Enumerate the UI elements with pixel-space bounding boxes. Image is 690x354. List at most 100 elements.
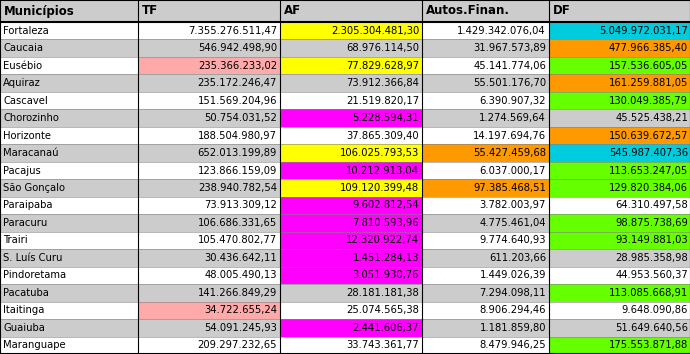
Bar [549, 232, 690, 249]
Text: 33.743.361,77: 33.743.361,77 [346, 340, 419, 350]
Text: 123.866.159,09: 123.866.159,09 [197, 166, 277, 176]
Bar [0, 92, 690, 109]
Text: 97.385.468,51: 97.385.468,51 [473, 183, 546, 193]
Text: 611.203,66: 611.203,66 [489, 253, 546, 263]
Text: 25.074.565,38: 25.074.565,38 [346, 305, 419, 315]
Bar [280, 267, 422, 284]
Bar [0, 109, 690, 127]
Text: 8.906.294,46: 8.906.294,46 [480, 305, 546, 315]
Text: 37.865.309,40: 37.865.309,40 [346, 131, 419, 141]
Text: 34.722.655,24: 34.722.655,24 [204, 305, 277, 315]
Bar [0, 179, 690, 197]
Bar [549, 0, 690, 22]
Text: 45.525.438,21: 45.525.438,21 [615, 113, 688, 123]
Text: 1.429.342.076,04: 1.429.342.076,04 [457, 26, 546, 36]
Text: 235.172.246,47: 235.172.246,47 [197, 78, 277, 88]
Bar [138, 0, 280, 22]
Text: Pacatuba: Pacatuba [3, 288, 49, 298]
Text: 106.686.331,65: 106.686.331,65 [198, 218, 277, 228]
Text: 28.985.358,98: 28.985.358,98 [615, 253, 688, 263]
Text: 9.648.090,86: 9.648.090,86 [622, 305, 688, 315]
Text: Pacajus: Pacajus [3, 166, 41, 176]
Text: 54.091.245,93: 54.091.245,93 [204, 323, 277, 333]
Text: 109.120.399,48: 109.120.399,48 [340, 183, 419, 193]
Text: 1.181.859,80: 1.181.859,80 [480, 323, 546, 333]
Bar [549, 144, 690, 162]
Bar [549, 127, 690, 144]
Text: 98.875.738,69: 98.875.738,69 [615, 218, 688, 228]
Bar [0, 249, 690, 267]
Bar [549, 40, 690, 57]
Bar [0, 40, 690, 57]
Text: Caucaia: Caucaia [3, 43, 43, 53]
Text: 55.427.459,68: 55.427.459,68 [473, 148, 546, 158]
Bar [280, 57, 422, 74]
Text: 8.479.946,25: 8.479.946,25 [480, 340, 546, 350]
Bar [549, 57, 690, 74]
Bar [0, 144, 690, 162]
Bar [422, 179, 549, 197]
Text: Fortaleza: Fortaleza [3, 26, 49, 36]
Bar [549, 22, 690, 40]
Bar [138, 302, 280, 319]
Text: Maracanaú: Maracanaú [3, 148, 59, 158]
Text: 113.653.247,05: 113.653.247,05 [609, 166, 688, 176]
Bar [280, 162, 422, 179]
Text: 10.212.913,04: 10.212.913,04 [346, 166, 419, 176]
Text: 150.639.672,57: 150.639.672,57 [609, 131, 688, 141]
Text: Maranguape: Maranguape [3, 340, 66, 350]
Text: 106.025.793,53: 106.025.793,53 [339, 148, 419, 158]
Text: 6.390.907,32: 6.390.907,32 [480, 96, 546, 105]
Bar [280, 144, 422, 162]
Bar [280, 232, 422, 249]
Text: 652.013.199,89: 652.013.199,89 [197, 148, 277, 158]
Bar [0, 162, 690, 179]
Text: 235.366.233,02: 235.366.233,02 [198, 61, 277, 71]
Text: 161.259.881,05: 161.259.881,05 [609, 78, 688, 88]
Bar [0, 232, 690, 249]
Text: 546.942.498,90: 546.942.498,90 [198, 43, 277, 53]
Text: 48.005.490,13: 48.005.490,13 [204, 270, 277, 280]
Bar [0, 74, 690, 92]
Text: 1.449.026,39: 1.449.026,39 [480, 270, 546, 280]
Text: Pindoretama: Pindoretama [3, 270, 66, 280]
Bar [422, 0, 549, 22]
Text: Guaiuba: Guaiuba [3, 323, 45, 333]
Text: Horizonte: Horizonte [3, 131, 51, 141]
Text: 7.294.098,11: 7.294.098,11 [480, 288, 546, 298]
Text: 2.305.304.481,30: 2.305.304.481,30 [331, 26, 419, 36]
Text: 209.297.232,65: 209.297.232,65 [197, 340, 277, 350]
Text: 21.519.820,17: 21.519.820,17 [346, 96, 419, 105]
Text: 9.774.640,93: 9.774.640,93 [480, 235, 546, 245]
Bar [549, 284, 690, 302]
Text: 77.829.628,97: 77.829.628,97 [346, 61, 419, 71]
Text: 545.987.407,36: 545.987.407,36 [609, 148, 688, 158]
Bar [549, 92, 690, 109]
Text: 5.049.972.031,17: 5.049.972.031,17 [599, 26, 688, 36]
Text: S. Luís Curu: S. Luís Curu [3, 253, 62, 263]
Text: 129.820.384,06: 129.820.384,06 [609, 183, 688, 193]
Text: 477.966.385,40: 477.966.385,40 [609, 43, 688, 53]
Text: 64.310.497,58: 64.310.497,58 [615, 200, 688, 211]
Text: 14.197.694,76: 14.197.694,76 [473, 131, 546, 141]
Bar [422, 144, 549, 162]
Text: Chorozinho: Chorozinho [3, 113, 59, 123]
Text: 30.436.642,11: 30.436.642,11 [204, 253, 277, 263]
Bar [0, 284, 690, 302]
Text: 44.953.560,37: 44.953.560,37 [615, 270, 688, 280]
Text: 12.320.922,74: 12.320.922,74 [346, 235, 419, 245]
Text: 3.782.003,97: 3.782.003,97 [480, 200, 546, 211]
Bar [0, 319, 690, 337]
Text: 28.181.181,38: 28.181.181,38 [346, 288, 419, 298]
Bar [280, 0, 422, 22]
Bar [280, 197, 422, 214]
Bar [549, 179, 690, 197]
Text: 4.775.461,04: 4.775.461,04 [480, 218, 546, 228]
Text: São Gonçalo: São Gonçalo [3, 183, 65, 193]
Text: 105.470.802,77: 105.470.802,77 [198, 235, 277, 245]
Bar [280, 109, 422, 127]
Text: Itaitinga: Itaitinga [3, 305, 44, 315]
Bar [0, 57, 690, 74]
Text: 238.940.782,54: 238.940.782,54 [198, 183, 277, 193]
Bar [549, 74, 690, 92]
